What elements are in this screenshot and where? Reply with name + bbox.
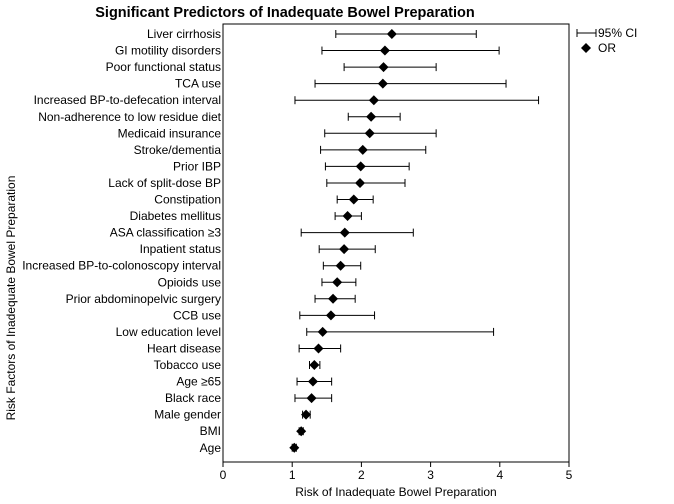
x-axis-ticks: 0 1 2 3 4 5 [220,462,573,482]
or-marker [307,376,318,387]
row-label: Stroke/dementia [134,143,222,157]
ci-bar [324,162,410,171]
or-marker [368,95,379,106]
row-label: Opioids use [158,275,222,289]
ci-bar [326,178,406,187]
ci-bar [294,96,540,105]
row-label: BMI [200,424,221,438]
row-label: Tobacco use [154,358,222,372]
ci-bar [343,63,437,72]
x-tick-label: 4 [496,468,503,482]
x-tick-label: 1 [289,468,296,482]
x-tick-label: 3 [427,468,434,482]
or-marker [339,244,350,255]
or-marker [348,194,359,205]
or-marker [366,111,377,122]
ci-bar [300,228,414,237]
or-marker [377,78,388,89]
x-tick-label: 5 [566,468,573,482]
row-label: Heart disease [147,341,221,355]
or-marker [309,360,320,370]
ci-bar [314,79,507,88]
or-marker [325,310,336,321]
row-label: Medicaid insurance [118,126,222,140]
or-marker [379,45,390,56]
x-tick-label: 0 [220,468,227,482]
or-marker [335,260,346,271]
legend-ci-label: 95% CI [598,26,637,40]
or-marker [378,62,389,73]
plot-frame [222,23,570,463]
or-marker [386,29,397,39]
or-marker [357,144,368,155]
chart-title: Significant Predictors of Inadequate Bow… [95,5,475,21]
ci-bars [291,30,540,452]
row-label: Prior IBP [173,159,221,173]
row-label: Inpatient status [140,242,221,256]
or-marker [355,177,366,188]
ci-bar [335,30,477,38]
or-marker [301,409,312,420]
row-label: Non-adherence to low residue diet [38,110,221,124]
row-label: Constipation [154,193,221,207]
x-tick-label: 2 [358,468,365,482]
row-label: TCA use [175,77,221,91]
row-labels: Liver cirrhosis GI motility disorders Poor… [22,27,221,455]
row-label: Prior abdominopelvic surgery [66,292,221,306]
row-label: Low education level [116,325,221,339]
row-label: ASA classification ≥3 [110,226,222,240]
legend: 95% CI OR [576,26,637,55]
row-label: Increased BP-to-colonoscopy interval [22,259,221,273]
or-marker [289,442,300,453]
x-axis-label: Risk of Inadequate Bowel Preparation [295,485,496,499]
or-marker [317,326,328,337]
or-marker [355,161,366,172]
row-label: Lack of split-dose BP [108,176,221,190]
row-label: Age ≥65 [176,375,221,389]
row-label: Increased BP-to-defecation interval [34,93,221,107]
or-marker [364,128,375,139]
or-markers [289,29,397,453]
or-marker [332,277,343,288]
row-label: Male gender [154,408,221,422]
legend-or-label: OR [598,41,616,55]
y-axis-label: Risk Factors of Inadequate Bowel Prepara… [4,176,18,421]
or-marker [339,227,350,238]
legend-ci-symbol [576,29,597,37]
or-marker [313,343,324,354]
row-label: Diabetes mellitus [130,209,221,223]
ci-bar [320,145,427,154]
ci-bar [306,327,495,336]
row-label: Age [200,441,222,455]
or-marker [296,426,307,437]
or-marker [328,293,339,304]
row-label: GI motility disorders [115,44,221,58]
ci-bar [324,129,437,138]
row-label: Poor functional status [106,60,221,74]
or-marker [342,211,353,222]
ci-bar [299,311,376,320]
legend-or-diamond [581,43,591,53]
row-label: Black race [165,391,221,405]
row-label: CCB use [173,308,221,322]
ci-bar [321,46,500,55]
or-marker [306,393,317,404]
row-label: Liver cirrhosis [147,27,221,41]
